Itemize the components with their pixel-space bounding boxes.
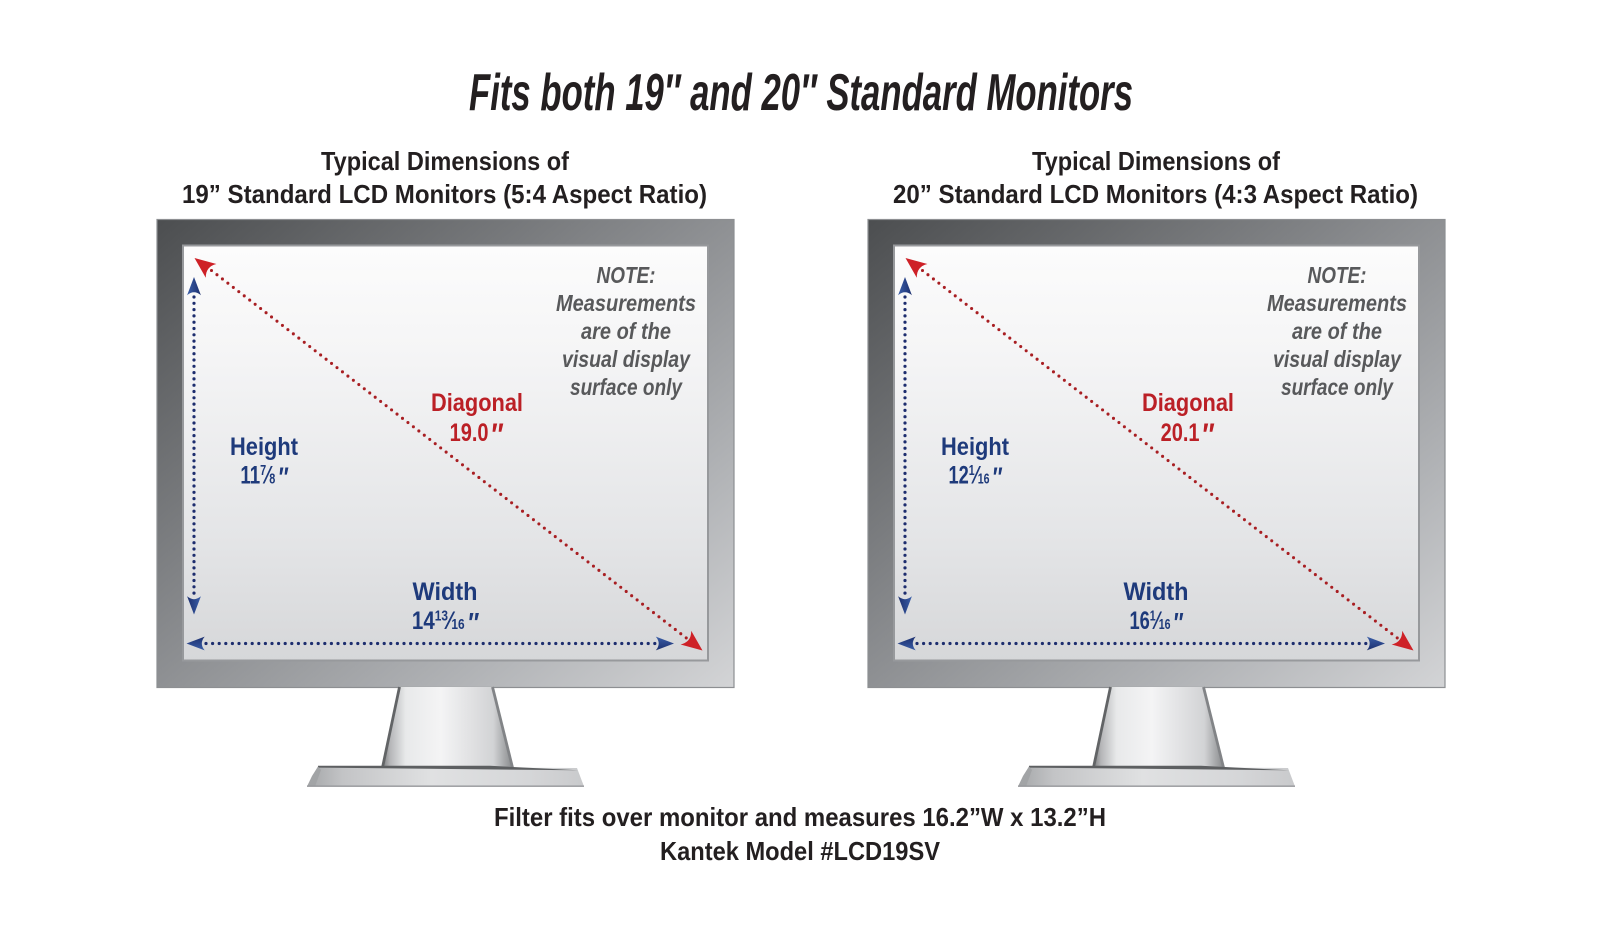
svg-text:surface only: surface only [570, 374, 683, 400]
svg-text:NOTE:: NOTE: [1308, 262, 1367, 288]
svg-text:NOTE:: NOTE: [597, 262, 656, 288]
svg-text:Measurements: Measurements [556, 290, 696, 316]
svg-text:Filter fits over monitor and m: Filter fits over monitor and measures 16… [494, 802, 1106, 832]
svg-text:Height: Height [941, 433, 1010, 461]
svg-text:161⁄16″: 161⁄16″ [1129, 606, 1183, 639]
svg-text:Measurements: Measurements [1267, 290, 1407, 316]
svg-text:121⁄16″: 121⁄16″ [948, 461, 1002, 494]
svg-text:19” Standard LCD Monitors (5:4: 19” Standard LCD Monitors (5:4 Aspect Ra… [182, 179, 707, 209]
svg-text:20” Standard LCD Monitors (4:3: 20” Standard LCD Monitors (4:3 Aspect Ra… [893, 179, 1418, 209]
svg-text:Width: Width [413, 578, 478, 606]
svg-text:Diagonal: Diagonal [431, 389, 523, 417]
svg-text:are of the: are of the [1292, 318, 1382, 344]
svg-text:Kantek Model #LCD19SV: Kantek Model #LCD19SV [660, 836, 941, 866]
svg-text:surface only: surface only [1281, 374, 1394, 400]
svg-text:Fits both 19″ and 20″ Standard: Fits both 19″ and 20″ Standard Monitors [469, 64, 1133, 122]
svg-text:Typical Dimensions of: Typical Dimensions of [1032, 146, 1280, 176]
svg-text:visual display: visual display [1273, 346, 1402, 372]
svg-text:Height: Height [230, 433, 299, 461]
svg-text:visual display: visual display [562, 346, 691, 372]
svg-text:Typical Dimensions of: Typical Dimensions of [321, 146, 569, 176]
svg-text:Diagonal: Diagonal [1142, 389, 1234, 417]
svg-text:are of the: are of the [581, 318, 671, 344]
svg-text:Width: Width [1124, 578, 1189, 606]
